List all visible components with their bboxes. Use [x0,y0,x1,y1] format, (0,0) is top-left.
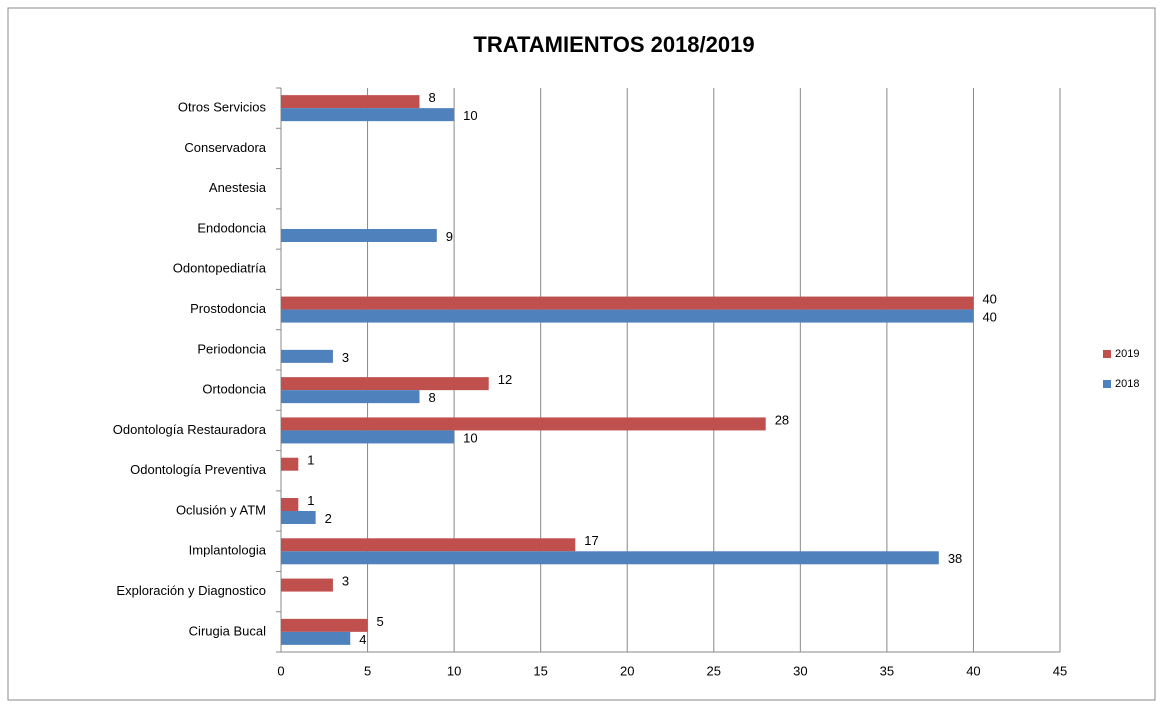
y-tick-label: Odontopediatría [173,261,267,276]
y-tick-label: Otros Servicios [178,100,267,115]
bar [281,618,368,632]
bar [281,377,489,391]
data-label: 28 [775,412,789,427]
legend-label: 2018 [1115,378,1139,390]
x-tick-label: 45 [1053,663,1067,678]
y-tick-label: Ortodoncia [202,382,266,397]
data-label: 8 [428,90,435,105]
data-label: 1 [307,493,314,508]
y-tick-label: Implantologia [189,543,267,558]
bar [281,95,420,109]
x-tick-label: 25 [707,663,721,678]
x-tick-label: 15 [533,663,547,678]
x-tick-label: 20 [620,663,634,678]
data-label: 40 [982,310,996,325]
bar [281,296,974,310]
data-label: 38 [948,551,962,566]
legend-label: 2019 [1115,348,1139,360]
y-tick-label: Odontología Preventiva [130,462,267,477]
data-label: 4 [359,632,366,647]
data-label: 5 [377,614,384,629]
bar [281,309,974,323]
x-tick-label: 10 [447,663,461,678]
bar [281,511,316,524]
bar [281,229,437,242]
bar [281,631,351,645]
data-label: 9 [446,229,453,244]
y-tick-label: Cirugia Bucal [189,623,266,638]
x-tick-label: 35 [880,663,894,678]
y-tick-label: Periodoncia [197,341,266,356]
bar [281,417,766,431]
bar [281,349,333,363]
bar [281,551,939,565]
bar [281,430,455,444]
legend-swatch [1103,350,1111,358]
bar [281,108,455,122]
bar [281,498,299,511]
data-label: 17 [584,533,598,548]
x-tick-label: 40 [966,663,980,678]
y-tick-label: Odontología Restauradora [113,422,267,437]
bar [281,538,576,552]
data-label: 10 [463,430,477,445]
bar [281,457,299,471]
data-label: 40 [982,292,996,307]
y-tick-label: Endodoncia [197,220,266,235]
x-tick-label: 30 [793,663,807,678]
x-tick-label: 5 [364,663,371,678]
data-label: 10 [463,108,477,123]
y-tick-label: Anestesia [209,180,267,195]
x-tick-label: 0 [277,663,284,678]
data-label: 3 [342,574,349,589]
chart-frame [7,7,1156,701]
legend-swatch [1103,380,1111,388]
y-tick-label: Exploración y Diagnostico [116,583,266,598]
y-tick-label: Conservadora [184,140,266,155]
data-label: 8 [428,390,435,405]
chart-title: TRATAMIENTOS 2018/2019 [473,32,754,57]
data-label: 12 [498,372,512,387]
data-label: 1 [307,453,314,468]
data-label: 2 [325,511,332,526]
y-tick-label: Prostodoncia [190,301,267,316]
y-tick-label: Oclusión y ATM [176,502,266,517]
bar [281,578,333,592]
data-label: 3 [342,350,349,365]
bar [281,390,420,404]
